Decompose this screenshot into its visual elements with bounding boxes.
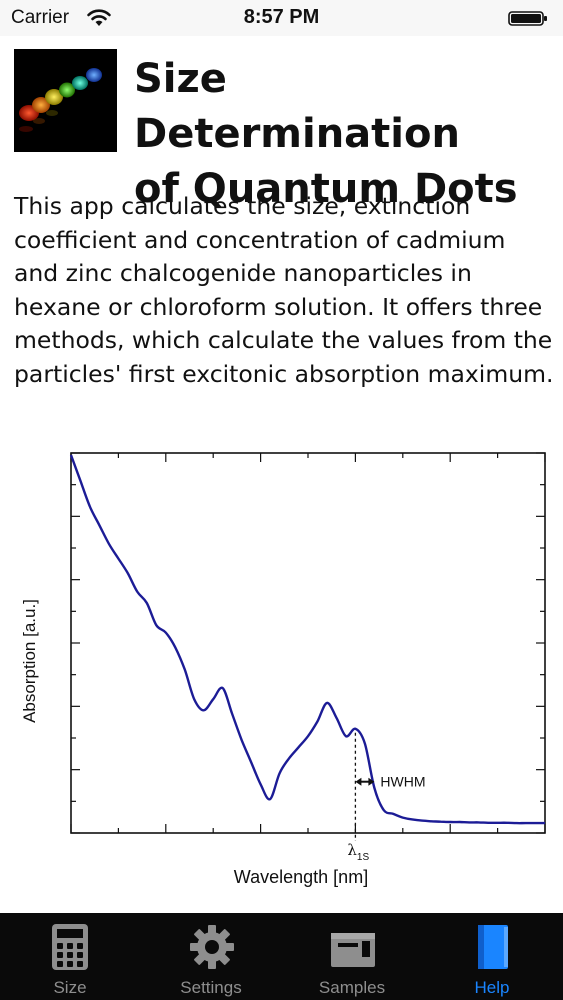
- lambda-tick-label: λ1S: [347, 841, 369, 863]
- plot-border: [70, 452, 546, 834]
- chart-frame: [70, 452, 546, 834]
- tab-settings-label: Settings: [180, 978, 242, 997]
- hwhm-label: HWHM: [380, 774, 425, 790]
- tab-bar: Size Settings Samples: [0, 913, 563, 1000]
- absorption-chart: HWHM λ1S Wavelength [nm] Absorption [a.u…: [20, 452, 546, 887]
- description-text: This app calculates the size, extinction…: [14, 192, 554, 388]
- title-line-1: Size Determination: [134, 56, 460, 157]
- gear-icon: [190, 925, 234, 969]
- x-axis-label: Wavelength [nm]: [234, 867, 368, 887]
- hwhm-arrow-icon: [355, 777, 375, 786]
- book-icon: [478, 925, 508, 969]
- tab-help-label: Help: [474, 978, 510, 997]
- tab-settings[interactable]: Settings: [141, 913, 281, 1000]
- quantum-dots-app-icon: [14, 49, 117, 152]
- status-bar: Carrier 8:57 PM: [0, 0, 563, 36]
- tab-help[interactable]: Help: [422, 913, 562, 1000]
- y-axis-label: Absorption [a.u.]: [20, 599, 39, 723]
- tab-size-label: Size: [53, 978, 87, 997]
- chart-ticks: [70, 452, 546, 834]
- wifi-icon: [87, 9, 111, 26]
- lambda-symbol: λ: [347, 841, 357, 859]
- battery-icon: [508, 11, 547, 26]
- tab-size[interactable]: Size: [0, 913, 140, 1000]
- page-title: Size Determination of Quantum Dots: [134, 52, 554, 217]
- tab-samples-label: Samples: [318, 978, 386, 997]
- tab-samples[interactable]: Samples: [282, 913, 422, 1000]
- absorption-curve: [69, 454, 545, 825]
- title-line-2: of Quantum Dots: [134, 166, 518, 212]
- calculator-icon: [52, 924, 88, 970]
- status-time: 8:57 PM: [243, 6, 320, 28]
- samples-icon: [331, 933, 375, 967]
- carrier-label: Carrier: [11, 7, 70, 28]
- lambda-subscript: 1S: [357, 852, 370, 863]
